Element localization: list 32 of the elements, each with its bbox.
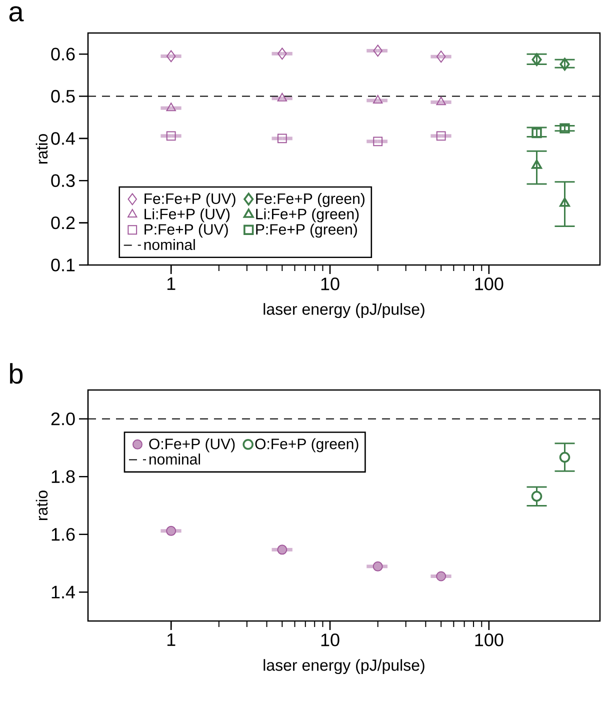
legend-label: P:Fe+P (UV) (144, 224, 228, 238)
x-tick-label: 1 (168, 634, 176, 646)
y-tick-label: 0.1 (51, 258, 75, 272)
chart-title: b (10, 363, 23, 384)
x-tick-label: 1 (168, 278, 176, 290)
y-tick-label: 1.4 (52, 586, 76, 598)
y-tick-label: 2.0 (52, 412, 75, 426)
y-tick-label: 0.5 (51, 90, 75, 103)
x-tick-label: 10 (322, 278, 340, 290)
legend-label: Fe:Fe+P (green) (256, 192, 365, 207)
y-axis-title: ratio (36, 134, 48, 164)
y-tick-label: 0.6 (51, 48, 75, 60)
y-tick-label: 0.2 (51, 216, 75, 230)
x-tick-label: 100 (475, 278, 504, 290)
legend-label: nominal (150, 454, 200, 465)
x-tick-label: 10 (322, 634, 340, 646)
y-tick-label: 1.8 (52, 470, 75, 483)
y-tick-label: 0.4 (51, 132, 76, 145)
chart-title: a (10, 6, 24, 22)
legend-label: O:Fe+P (green) (255, 438, 358, 452)
x-tick-label: 100 (475, 634, 504, 646)
y-tick-label: 1.6 (52, 528, 75, 541)
y-tick-label: 0.3 (51, 174, 75, 188)
legend-label: nominal (144, 239, 196, 250)
x-axis-title: laser energy (pJ/pulse) (264, 659, 425, 674)
legend-label: Fe:Fe+P (UV) (144, 192, 236, 207)
legend-label: Li:Fe+P (UV) (144, 208, 230, 222)
legend-label: O:Fe+P (UV) (149, 438, 235, 452)
y-axis-title: ratio (36, 490, 48, 520)
x-axis-title: laser energy (pJ/pulse) (264, 303, 425, 318)
legend-label: P:Fe+P (green) (256, 224, 358, 238)
legend-label: Li:Fe+P (green) (256, 208, 359, 222)
